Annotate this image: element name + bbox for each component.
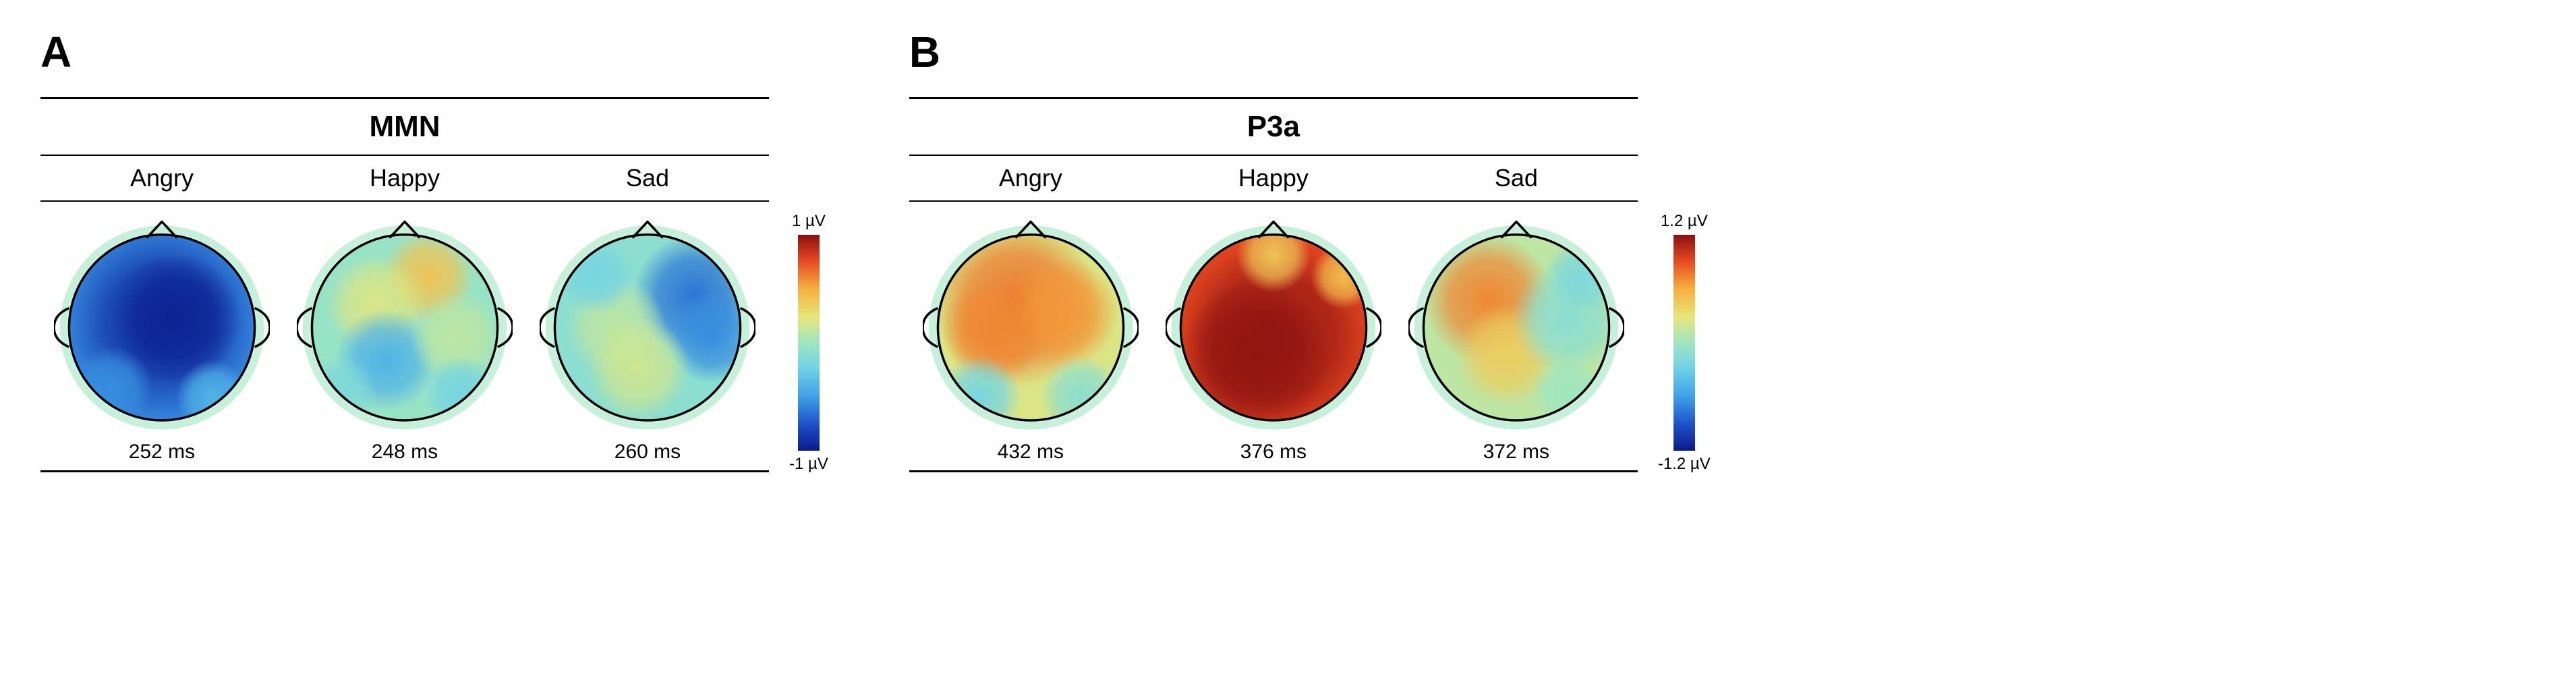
- scale-min-label: -1.2 µV: [1658, 455, 1711, 474]
- topomap-cell: 372 ms: [1395, 215, 1638, 464]
- panel-a: A MMNAngryHappySad 252 ms 248 ms 260 ms 1 µV -…: [40, 27, 828, 474]
- latency-label: 372 ms: [1483, 441, 1549, 464]
- latency-label: 260 ms: [614, 441, 681, 464]
- emotion-header: Happy: [283, 156, 526, 200]
- latency-label: 248 ms: [372, 441, 438, 464]
- component-title: P3a: [909, 99, 1638, 156]
- scale-min-label: -1 µV: [789, 455, 828, 474]
- topomap: [1166, 215, 1381, 431]
- topomap: [923, 215, 1139, 431]
- topomap: [1408, 215, 1624, 431]
- scale-max-label: 1.2 µV: [1661, 212, 1708, 231]
- topomap-cell: 432 ms: [909, 215, 1152, 464]
- topomap: [54, 215, 270, 431]
- topomap-cell: 252 ms: [40, 215, 283, 464]
- panel-b: B P3aAngryHappySad 432 ms 376 ms 372 ms 1.2 µ…: [909, 27, 1711, 474]
- topomap-table: P3aAngryHappySad 432 ms 376 ms 372 ms: [909, 97, 1638, 472]
- panel-label: A: [40, 27, 828, 77]
- latency-label: 432 ms: [998, 441, 1064, 464]
- emotion-header: Angry: [909, 156, 1152, 200]
- topomap: [540, 215, 755, 431]
- topomap-cell: 260 ms: [526, 215, 769, 464]
- colorbar: 1 µV -1 µV: [789, 97, 828, 474]
- colorbar: 1.2 µV -1.2 µV: [1658, 97, 1711, 474]
- topomap: [297, 215, 513, 431]
- scale-max-label: 1 µV: [792, 212, 826, 231]
- component-title: MMN: [40, 99, 769, 156]
- latency-label: 376 ms: [1240, 441, 1307, 464]
- panel-label: B: [909, 27, 1711, 77]
- emotion-header: Sad: [1395, 156, 1638, 200]
- emotion-header: Happy: [1152, 156, 1395, 200]
- emotion-header: Sad: [526, 156, 769, 200]
- emotion-header: Angry: [40, 156, 283, 200]
- topomap-cell: 248 ms: [283, 215, 526, 464]
- topomap-table: MMNAngryHappySad 252 ms 248 ms 260 ms: [40, 97, 769, 472]
- latency-label: 252 ms: [129, 441, 195, 464]
- topomap-cell: 376 ms: [1152, 215, 1395, 464]
